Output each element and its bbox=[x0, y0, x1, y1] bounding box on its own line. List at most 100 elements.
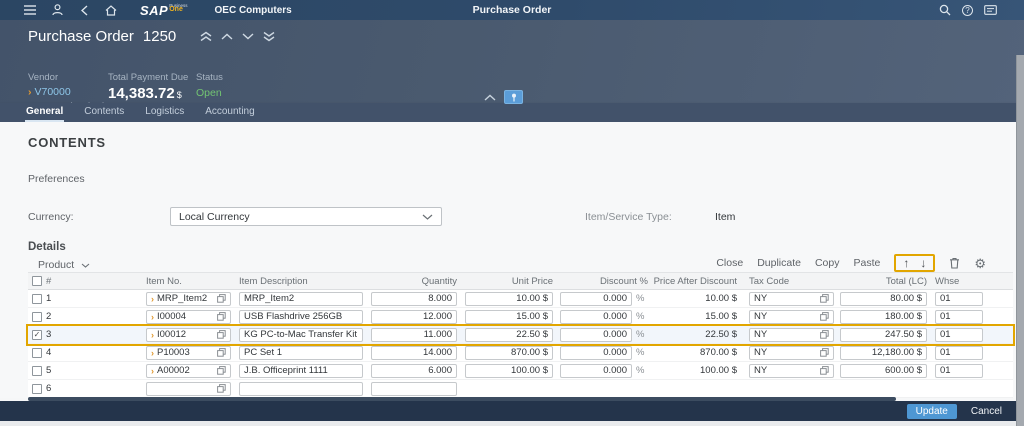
quantity-field[interactable]: 6.000 bbox=[371, 363, 457, 378]
back-icon[interactable] bbox=[76, 2, 92, 18]
row-checkbox[interactable] bbox=[32, 383, 42, 394]
move-row-up-button[interactable]: ↑ bbox=[903, 256, 910, 270]
total-lc-field[interactable]: 80.00 $ bbox=[840, 291, 927, 306]
tab-logistics[interactable]: Logistics bbox=[145, 106, 185, 117]
row-checkbox[interactable] bbox=[32, 347, 42, 358]
messages-icon[interactable] bbox=[982, 2, 998, 18]
move-row-down-button[interactable]: ↓ bbox=[920, 256, 927, 270]
copy-row-button[interactable]: Copy bbox=[814, 257, 840, 269]
value-help-icon[interactable] bbox=[217, 384, 226, 393]
unit-price-field[interactable]: 100.00 $ bbox=[465, 363, 553, 378]
menu-icon[interactable] bbox=[22, 2, 38, 18]
sap-business-one-logo[interactable]: SAP Business One bbox=[140, 3, 188, 18]
horizontal-scrollbar[interactable] bbox=[28, 397, 896, 401]
item-description-field[interactable]: KG PC-to-Mac Transfer Kit bbox=[239, 327, 363, 342]
tab-contents[interactable]: Contents bbox=[84, 106, 125, 117]
previous-record-icon[interactable] bbox=[221, 33, 233, 40]
table-row[interactable]: 2 › I00004 USB Flashdrive 256GB 12.000 1… bbox=[28, 308, 1013, 326]
item-description-field[interactable]: J.B. Officeprint 1111 bbox=[239, 363, 363, 378]
duplicate-row-button[interactable]: Duplicate bbox=[757, 257, 801, 269]
row-checkbox[interactable] bbox=[32, 329, 42, 340]
tax-code-field[interactable]: NY bbox=[749, 363, 834, 378]
table-row[interactable]: 6 › bbox=[28, 380, 1013, 398]
vertical-scrollbar[interactable] bbox=[1016, 55, 1024, 426]
tax-code-field[interactable]: NY bbox=[749, 327, 834, 342]
currency-select[interactable]: Local Currency bbox=[170, 207, 442, 226]
tab-accounting[interactable]: Accounting bbox=[205, 106, 255, 117]
item-no-field[interactable]: › I00012 bbox=[146, 327, 231, 342]
item-no-field[interactable]: › A00002 bbox=[146, 363, 231, 378]
item-no-field[interactable]: › I00004 bbox=[146, 309, 231, 324]
value-help-icon[interactable] bbox=[217, 312, 226, 321]
row-checkbox[interactable] bbox=[32, 365, 42, 376]
value-help-icon[interactable] bbox=[820, 348, 829, 357]
discount-field[interactable]: 0.000 bbox=[560, 309, 632, 324]
pin-header-button[interactable] bbox=[504, 90, 523, 104]
value-help-icon[interactable] bbox=[217, 348, 226, 357]
table-row[interactable]: 4 › P10003 PC Set 1 14.000 870.00 $ 0.00… bbox=[28, 344, 1013, 362]
item-description-field[interactable]: USB Flashdrive 256GB bbox=[239, 309, 363, 324]
search-icon[interactable] bbox=[937, 2, 953, 18]
paste-row-button[interactable]: Paste bbox=[853, 257, 881, 269]
close-row-button[interactable]: Close bbox=[716, 257, 744, 269]
tab-general[interactable]: General bbox=[25, 103, 65, 122]
item-description-field[interactable]: PC Set 1 bbox=[239, 345, 363, 360]
cancel-button[interactable]: Cancel bbox=[970, 405, 1002, 417]
discount-field[interactable]: 0.000 bbox=[560, 327, 632, 342]
unit-price-field[interactable]: 870.00 $ bbox=[465, 345, 553, 360]
value-help-icon[interactable] bbox=[820, 366, 829, 375]
product-dropdown[interactable]: Product bbox=[38, 259, 90, 271]
discount-field[interactable]: 0.000 bbox=[560, 291, 632, 306]
item-no-field[interactable]: › MRP_Item2 bbox=[146, 291, 231, 306]
unit-price-field[interactable]: 10.00 $ bbox=[465, 291, 553, 306]
value-help-icon[interactable] bbox=[820, 330, 829, 339]
row-checkbox[interactable] bbox=[32, 311, 42, 322]
value-help-icon[interactable] bbox=[217, 294, 226, 303]
total-lc-field[interactable]: 600.00 $ bbox=[840, 363, 927, 378]
help-icon[interactable]: ? bbox=[962, 4, 973, 16]
quantity-field[interactable]: 12.000 bbox=[371, 309, 457, 324]
quantity-field[interactable]: 11.000 bbox=[371, 327, 457, 342]
total-lc-field[interactable]: 12,180.00 $ bbox=[840, 345, 927, 360]
whse-field[interactable]: 01 bbox=[935, 309, 983, 324]
total-lc-field[interactable]: 180.00 $ bbox=[840, 309, 927, 324]
total-lc-field[interactable]: 247.50 $ bbox=[840, 327, 927, 342]
table-settings-icon[interactable]: ⚙ bbox=[974, 255, 986, 271]
item-description-field[interactable] bbox=[239, 381, 363, 396]
table-row[interactable]: 5 › A00002 J.B. Officeprint 1111 6.000 1… bbox=[28, 362, 1013, 380]
table-row[interactable]: 3 › I00012 KG PC-to-Mac Transfer Kit 11.… bbox=[28, 326, 1013, 344]
discount-field[interactable]: 0.000 bbox=[560, 345, 632, 360]
next-record-icon[interactable] bbox=[242, 33, 254, 40]
first-record-icon[interactable] bbox=[200, 31, 212, 42]
vendor-code-link[interactable]: › V70000 bbox=[28, 86, 115, 98]
quantity-field[interactable] bbox=[371, 381, 457, 396]
tax-code-field[interactable]: NY bbox=[749, 345, 834, 360]
quantity-field[interactable]: 8.000 bbox=[371, 291, 457, 306]
whse-field[interactable]: 01 bbox=[935, 363, 983, 378]
whse-field[interactable]: 01 bbox=[935, 345, 983, 360]
value-help-icon[interactable] bbox=[217, 366, 226, 375]
whse-field[interactable]: 01 bbox=[935, 327, 983, 342]
select-all-checkbox[interactable] bbox=[32, 276, 42, 286]
unit-price-field[interactable]: 15.00 $ bbox=[465, 309, 553, 324]
quantity-field[interactable]: 14.000 bbox=[371, 345, 457, 360]
item-no-field[interactable]: › P10003 bbox=[146, 345, 231, 360]
discount-field[interactable]: 0.000 bbox=[560, 363, 632, 378]
last-record-icon[interactable] bbox=[263, 31, 275, 42]
whse-field[interactable]: 01 bbox=[935, 291, 983, 306]
collapse-header-icon[interactable] bbox=[484, 94, 496, 101]
tax-code-field[interactable]: NY bbox=[749, 291, 834, 306]
item-description-field[interactable]: MRP_Item2 bbox=[239, 291, 363, 306]
home-icon[interactable] bbox=[103, 2, 119, 18]
update-button[interactable]: Update bbox=[906, 403, 957, 419]
unit-price-field[interactable]: 22.50 $ bbox=[465, 327, 553, 342]
value-help-icon[interactable] bbox=[217, 330, 226, 339]
row-checkbox[interactable] bbox=[32, 293, 42, 304]
item-no-field[interactable]: › bbox=[146, 381, 231, 396]
user-icon[interactable] bbox=[49, 2, 65, 18]
table-row[interactable]: 1 › MRP_Item2 MRP_Item2 8.000 10.00 $ 0.… bbox=[28, 290, 1013, 308]
tax-code-field[interactable]: NY bbox=[749, 309, 834, 324]
value-help-icon[interactable] bbox=[820, 312, 829, 321]
delete-row-icon[interactable] bbox=[949, 257, 960, 269]
value-help-icon[interactable] bbox=[820, 294, 829, 303]
